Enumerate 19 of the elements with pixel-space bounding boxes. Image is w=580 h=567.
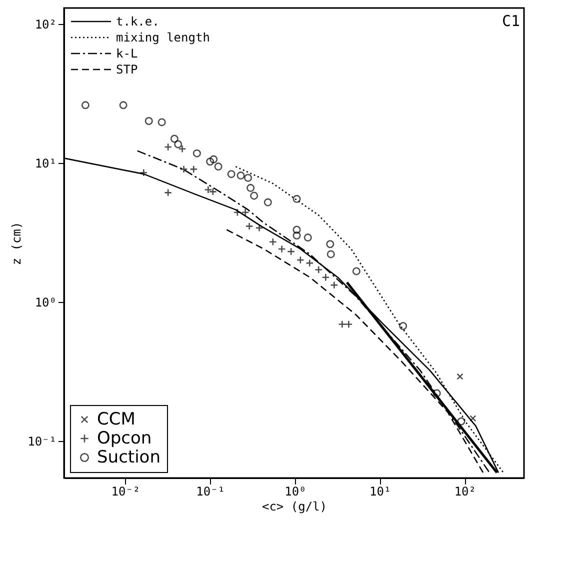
legend-label: STP bbox=[116, 62, 138, 76]
annotation: C1 bbox=[502, 12, 520, 30]
x-tick-label: 10⁰ bbox=[284, 484, 306, 498]
y-axis-title: z (cm) bbox=[10, 222, 24, 266]
y-tick-label: 10⁰ bbox=[34, 295, 56, 310]
y-tick-label: 10⁻¹ bbox=[28, 434, 56, 448]
x-tick-label: 10¹ bbox=[369, 484, 392, 498]
legend-label: mixing length bbox=[116, 30, 210, 44]
legend-label: t.k.e. bbox=[116, 14, 160, 28]
y-tick-label: 10¹ bbox=[34, 156, 56, 170]
legend-label: Opcon bbox=[97, 428, 152, 448]
x-tick-label: 10⁻¹ bbox=[196, 484, 226, 498]
x-tick-label: 10⁻² bbox=[111, 484, 140, 498]
x-tick-label: 10² bbox=[454, 484, 476, 498]
legend-label: k-L bbox=[116, 46, 138, 60]
x-axis-title: <c> (g/l) bbox=[262, 500, 328, 514]
legend-label: Suction bbox=[97, 448, 160, 468]
y-tick-label: 10² bbox=[34, 17, 56, 32]
legend-label: CCM bbox=[97, 410, 136, 430]
